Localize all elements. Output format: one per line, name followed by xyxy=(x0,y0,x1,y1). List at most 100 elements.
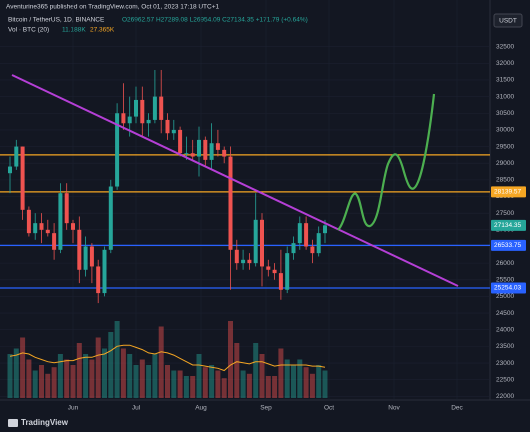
volume-bar xyxy=(234,343,240,398)
level-label: 25254.03 xyxy=(494,285,521,292)
candle-body xyxy=(178,129,183,154)
candle-body xyxy=(234,249,239,264)
volume-bar xyxy=(297,359,303,398)
y-tick-label: 30000 xyxy=(496,127,514,134)
y-tick-label: 27500 xyxy=(496,210,514,217)
currency-box xyxy=(493,13,523,28)
candle-body xyxy=(291,243,296,254)
y-tick-label: 29000 xyxy=(496,160,514,167)
candle-body xyxy=(58,193,63,250)
volume-bar xyxy=(51,367,57,398)
candle-body xyxy=(285,253,290,290)
volume-bar xyxy=(133,365,139,398)
candle-body xyxy=(228,156,233,250)
candle-body xyxy=(266,266,271,270)
currency: USDT xyxy=(499,18,517,25)
x-tick-label: Jul xyxy=(132,405,141,412)
volume-bar xyxy=(171,370,177,398)
candle-body xyxy=(71,223,75,230)
candle-body xyxy=(197,139,201,157)
volume-bar xyxy=(291,365,296,398)
volume-bar xyxy=(246,373,252,398)
level-label: 26533.75 xyxy=(494,242,521,249)
volume-bar xyxy=(284,359,290,398)
volume-bar xyxy=(177,370,183,398)
y-tick-label: 31500 xyxy=(496,77,514,84)
publisher: Aventurine365 published on TradingView.c… xyxy=(6,4,220,11)
volume-bar xyxy=(316,365,322,398)
volume-title: Vol · BTC (20) xyxy=(8,27,49,34)
candle-body xyxy=(323,225,327,234)
projection-path xyxy=(337,93,436,231)
volume-bar xyxy=(83,354,89,398)
candle-body xyxy=(184,153,189,155)
volume-bar xyxy=(322,370,328,398)
y-tick-label: 29500 xyxy=(496,143,514,150)
candle-body xyxy=(222,149,227,157)
volume-bar xyxy=(228,321,233,398)
y-tick-label: 32000 xyxy=(496,60,514,67)
last-price-label-box xyxy=(491,219,526,231)
volume-bar xyxy=(120,348,126,398)
y-tick-label: 25500 xyxy=(496,276,514,283)
candle-body xyxy=(96,266,101,294)
candle-body xyxy=(310,246,315,254)
volume-bar xyxy=(89,359,95,398)
logo-icon xyxy=(8,419,18,427)
volume-bar xyxy=(102,348,107,398)
y-tick-label: 26000 xyxy=(496,260,514,267)
candle-body xyxy=(241,259,246,264)
y-tick-label: 28500 xyxy=(496,177,514,184)
candle-body xyxy=(165,119,170,134)
volume-bar xyxy=(253,343,259,398)
volume-bar xyxy=(76,343,82,398)
y-tick-label: 22500 xyxy=(496,376,514,383)
volume-bar xyxy=(202,367,208,398)
candle-body xyxy=(146,119,151,124)
symbol: Bitcoin / TetherUS, 1D, BINANCE xyxy=(8,17,105,24)
candle-body xyxy=(297,223,302,244)
volume-ma-value: 27.365K xyxy=(90,27,115,34)
volume-bar xyxy=(146,365,152,398)
volume-bar xyxy=(183,376,189,398)
y-tick-label: 24500 xyxy=(496,310,514,317)
volume-bar xyxy=(209,365,215,398)
candle-body xyxy=(39,223,44,230)
volume-bar xyxy=(278,348,284,398)
volume-bar xyxy=(303,367,309,398)
volume-ma-line xyxy=(9,344,326,372)
trend-line xyxy=(11,74,459,287)
volume-value: 11.188K xyxy=(62,27,86,34)
candle-body xyxy=(89,246,94,267)
level-label-box xyxy=(491,186,526,198)
volume-bar xyxy=(309,373,315,398)
volume-bar xyxy=(158,326,164,398)
volume-bar xyxy=(95,337,101,398)
candle-body xyxy=(247,259,252,264)
candle-body xyxy=(159,96,164,120)
candle-body xyxy=(121,113,126,124)
candle-body xyxy=(14,146,19,167)
candle-body xyxy=(45,229,50,234)
candle-body xyxy=(8,166,12,174)
candle-body xyxy=(52,233,57,250)
brand: TradingView xyxy=(21,418,69,427)
volume-bar xyxy=(64,359,70,398)
x-tick-label: Aug xyxy=(195,405,207,412)
volume-bar xyxy=(20,337,26,398)
volume-bar xyxy=(139,359,145,398)
volume-bar xyxy=(26,359,32,398)
candle-body xyxy=(140,99,145,124)
volume-bar xyxy=(70,365,76,398)
volume-bar xyxy=(127,354,133,398)
candle-body xyxy=(278,273,283,290)
volume-bar xyxy=(7,354,13,398)
volume-bar xyxy=(32,370,38,398)
volume-bar xyxy=(39,365,44,398)
x-tick-label: Nov xyxy=(388,405,400,412)
candle-body xyxy=(260,219,264,267)
volume-bar xyxy=(190,376,196,398)
volume-bar xyxy=(221,378,227,398)
last-price-label: 27134.35 xyxy=(494,222,521,229)
